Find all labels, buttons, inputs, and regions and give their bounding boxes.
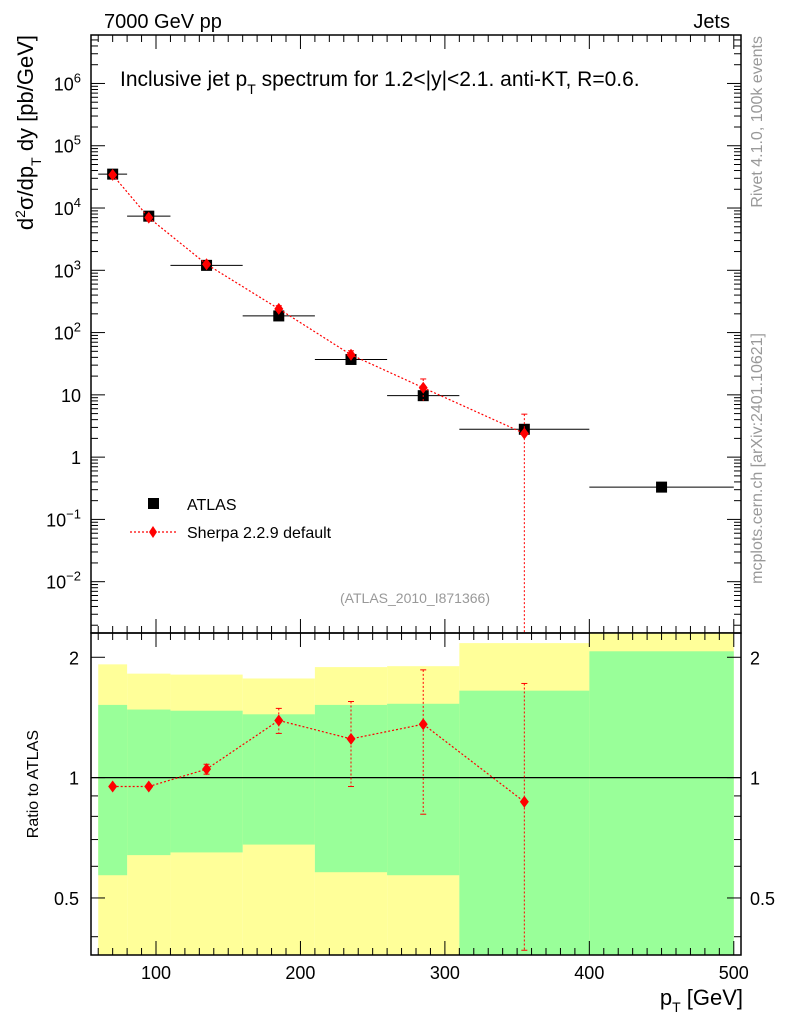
header-right: Jets xyxy=(693,11,730,33)
sherpa-point xyxy=(519,427,529,440)
ratio-sherpa-point xyxy=(202,763,212,776)
mcplots-text: mcplots.cern.ch [arXiv:2401.10621] xyxy=(749,333,766,584)
xlabel-rest: [GeV] xyxy=(681,985,743,1010)
legend: ATLAS Sherpa 2.2.9 default xyxy=(130,497,332,542)
xlabel-p: p xyxy=(660,985,672,1010)
main-plot-ylabel: d2σ/dpT dy [pb/GeV] xyxy=(12,35,44,230)
main-ytick-label-4-exponent: 2 xyxy=(74,320,81,335)
ratio-sherpa-point xyxy=(144,780,154,793)
main-ytick-label-1-base: 10 xyxy=(46,510,66,530)
main-ytick-label-0-exponent: −2 xyxy=(66,569,81,584)
analysis-watermark: (ATLAS_2010_I871366) xyxy=(340,590,490,606)
x-tick-label-2: 300 xyxy=(430,963,460,983)
legend-atlas-label: ATLAS xyxy=(187,497,237,514)
main-ytick-label-1: 10−1 xyxy=(46,506,81,530)
main-ytick-label-2: 1 xyxy=(71,448,81,468)
ylabel-sup-2: 2 xyxy=(12,210,28,218)
x-axis-label: pT [GeV] xyxy=(660,985,743,1015)
sherpa-point xyxy=(108,168,118,181)
ylabel-rest: dy [pb/GeV] xyxy=(13,35,38,157)
x-tick-label-3: 400 xyxy=(574,963,604,983)
main-ytick-label-4-base: 10 xyxy=(54,324,74,344)
main-ytick-label-8-exponent: 6 xyxy=(74,70,81,85)
main-ytick-label-6-exponent: 4 xyxy=(74,195,81,210)
sherpa-point xyxy=(274,302,284,315)
ratio-sherpa-point xyxy=(274,714,284,727)
ylabel-sub-t: T xyxy=(28,157,44,166)
main-ytick-label-5-exponent: 3 xyxy=(74,257,81,272)
ratio-plot-axes: 0.5 0.5 1 1 2 2 100 200 300 400 500 xyxy=(54,633,775,983)
main-ytick-label-3: 10 xyxy=(61,386,81,406)
title-part2: spectrum for 1.2<|y|<2.1. anti-KT, R=0.6… xyxy=(256,68,640,91)
ratio-ytick-label-left-1: 1 xyxy=(69,769,79,789)
ratio-sherpa-point xyxy=(519,795,529,808)
ratio-ytick-label-right-1: 1 xyxy=(750,769,760,789)
main-plot-marks xyxy=(98,168,734,633)
main-ytick-label-8-base: 10 xyxy=(54,74,74,94)
x-tick-label-4: 500 xyxy=(719,963,749,983)
atlas-point xyxy=(656,481,668,493)
ratio-ytick-label-left-0: 0.5 xyxy=(54,889,79,909)
ratio-ytick-label-left-2: 2 xyxy=(69,648,79,668)
x-tick-label-0: 100 xyxy=(141,963,171,983)
xlabel-sub-t: T xyxy=(672,999,681,1015)
main-ytick-label-5: 103 xyxy=(54,257,81,281)
main-ytick-label-6-base: 10 xyxy=(54,199,74,219)
legend-sherpa-marker xyxy=(149,526,157,538)
ratio-sherpa-point xyxy=(418,718,428,731)
sherpa-point xyxy=(418,381,428,394)
main-ytick-label-7: 105 xyxy=(54,133,81,157)
sherpa-point xyxy=(202,258,212,271)
atlas-point xyxy=(273,310,285,322)
header-left: 7000 GeV pp xyxy=(104,11,222,33)
main-ytick-label-1-exponent: −1 xyxy=(66,506,81,521)
ratio-sherpa-point xyxy=(346,732,356,745)
rivet-version-text: Rivet 4.1.0, 100k events xyxy=(749,36,766,208)
main-ytick-label-4: 102 xyxy=(54,320,81,344)
ylabel-d: d xyxy=(13,218,38,230)
ratio-inner-band xyxy=(242,714,315,845)
sherpa-point xyxy=(144,211,154,224)
main-ytick-label-7-exponent: 5 xyxy=(74,133,81,148)
legend-sherpa-label: Sherpa 2.2.9 default xyxy=(187,525,332,542)
ratio-plot-ylabel: Ratio to ATLAS xyxy=(25,730,42,838)
sherpa-point xyxy=(346,348,356,361)
main-ytick-label-0-base: 10 xyxy=(46,573,66,593)
title-subscript-t: T xyxy=(247,81,256,97)
main-ytick-label-8: 106 xyxy=(54,70,81,94)
ratio-plot-marks xyxy=(91,633,741,955)
main-ytick-label-7-base: 10 xyxy=(54,137,74,157)
main-ytick-label-6: 104 xyxy=(54,195,81,219)
legend-atlas-marker xyxy=(148,498,159,509)
ratio-ytick-label-right-2: 2 xyxy=(750,648,760,668)
ratio-ytick-label-right-0: 0.5 xyxy=(750,889,775,909)
ratio-inner-band xyxy=(387,703,460,876)
main-ytick-label-0: 10−2 xyxy=(46,569,81,593)
ratio-plot-panel: 0.5 0.5 1 1 2 2 100 200 300 400 500 Ratio to ATLAS… xyxy=(25,632,775,1015)
ratio-sherpa-point xyxy=(108,780,118,793)
ylabel-sigma: σ/dp xyxy=(13,166,38,210)
ratio-inner-band xyxy=(170,710,243,853)
title-part1: Inclusive jet p xyxy=(120,68,247,91)
ratio-inner-band xyxy=(589,651,734,955)
main-plot-title: Inclusive jet pT spectrum for 1.2<|y|<2.… xyxy=(120,68,640,97)
x-tick-label-1: 200 xyxy=(285,963,315,983)
ratio-inner-band xyxy=(459,690,590,955)
main-ytick-label-5-base: 10 xyxy=(54,261,74,281)
